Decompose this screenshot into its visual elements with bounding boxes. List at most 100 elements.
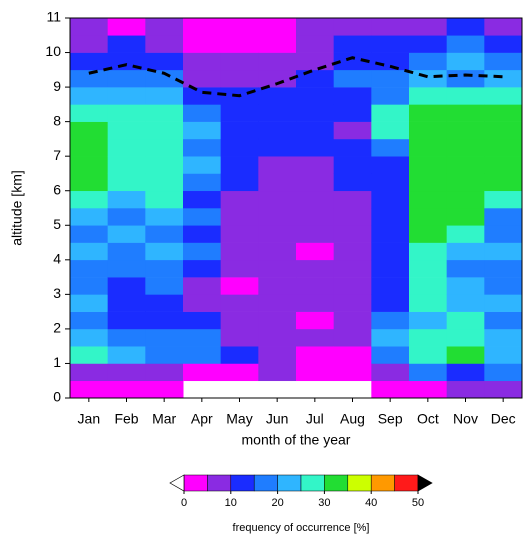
heatmap-cell (371, 294, 410, 312)
heatmap-cell (70, 328, 109, 347)
heatmap-cell (107, 18, 146, 36)
heatmap-cell (183, 138, 222, 157)
heatmap-cell (258, 225, 297, 243)
heatmap-cell (145, 363, 184, 382)
heatmap-cell (70, 225, 109, 243)
x-tick-label: Jun (266, 411, 289, 427)
heatmap-cell (183, 35, 222, 53)
heatmap-cell (183, 121, 222, 140)
heatmap-cell (371, 242, 410, 261)
heatmap-cell (333, 225, 372, 243)
heatmap-cell (70, 87, 109, 105)
heatmap-cell (107, 121, 146, 140)
heatmap-cell (446, 156, 485, 174)
tropopause-line (88, 56, 504, 98)
heatmap-cell (446, 225, 485, 243)
heatmap-cell (183, 173, 222, 192)
heatmap-cell (296, 69, 335, 88)
heatmap-cell (183, 69, 222, 88)
heatmap-cell (409, 277, 448, 295)
colorbar-segment (253, 474, 278, 492)
heatmap-cell (446, 380, 485, 399)
y-tick-label: 6 (53, 181, 61, 197)
heatmap-cell (258, 35, 297, 53)
heatmap-cell (70, 311, 109, 330)
heatmap-cell (107, 35, 146, 53)
heatmap-cell (220, 242, 259, 261)
y-tick-label: 2 (53, 320, 61, 336)
heatmap-cell (371, 259, 410, 278)
heatmap-cell (446, 121, 485, 140)
heatmap-cell (296, 104, 335, 122)
heatmap-cell (220, 346, 259, 364)
y-tick-label: 8 (53, 112, 61, 128)
heatmap-cell (70, 104, 109, 122)
heatmap-cell (70, 242, 109, 261)
heatmap-cell (220, 156, 259, 174)
heatmap-cell (446, 277, 485, 295)
heatmap-cell (220, 225, 259, 243)
y-tick-label: 0 (53, 389, 61, 405)
heatmap-cell (145, 380, 184, 399)
heatmap-cell (220, 138, 259, 157)
heatmap-cell (484, 346, 523, 364)
plot-frame (69, 17, 523, 399)
heatmap-cell (484, 87, 523, 105)
heatmap-cell (296, 346, 335, 364)
heatmap-cell (333, 69, 372, 88)
heatmap-cell (296, 35, 335, 53)
heatmap-cell (220, 190, 259, 209)
heatmap-cell (371, 225, 410, 243)
heatmap-cell (107, 173, 146, 192)
heatmap-cell (183, 346, 222, 364)
heatmap-cell (409, 259, 448, 278)
heatmap-cell (333, 156, 372, 174)
colorbar-segment (347, 474, 372, 492)
x-tick-label: Mar (152, 411, 176, 427)
heatmap-cell (296, 328, 335, 347)
heatmap-cell (258, 346, 297, 364)
heatmap-cell (333, 294, 372, 312)
heatmap-cell (484, 121, 523, 140)
heatmap-cell (446, 52, 485, 71)
heatmap-cell (107, 311, 146, 330)
heatmap-cell (258, 328, 297, 347)
heatmap-cell (183, 190, 222, 209)
y-tick-label: 3 (53, 285, 61, 301)
heatmap-cell (446, 173, 485, 192)
heatmap-cell (484, 242, 523, 261)
heatmap-cell (70, 346, 109, 364)
heatmap-cell (183, 225, 222, 243)
heatmap-cell (484, 328, 523, 347)
heatmap-cell (484, 277, 523, 295)
heatmap-cell (183, 87, 222, 105)
heatmap-cell (446, 104, 485, 122)
y-axis-label: altitude [km] (9, 170, 25, 245)
heatmap-cell (258, 52, 297, 71)
heatmap-cell (409, 138, 448, 157)
x-tick-label: Dec (491, 411, 516, 427)
heatmap-cell (333, 87, 372, 105)
heatmap-cell (220, 18, 259, 36)
heatmap-cell (145, 277, 184, 295)
heatmap-cell (296, 121, 335, 140)
heatmap-cell (183, 242, 222, 261)
heatmap-cell (371, 173, 410, 192)
heatmap-cell (333, 173, 372, 192)
heatmap-cell (183, 277, 222, 295)
heatmap-cell (145, 208, 184, 226)
heatmap-cell (220, 35, 259, 53)
heatmap-cell (333, 190, 372, 209)
heatmap-cell (446, 87, 485, 105)
heatmap-cell (409, 225, 448, 243)
heatmap-cell (145, 87, 184, 105)
heatmap-cell (183, 18, 222, 36)
heatmap-cell (484, 104, 523, 122)
heatmap-cell (296, 208, 335, 226)
heatmap-cell (70, 18, 109, 36)
heatmap-cell (409, 69, 448, 88)
heatmap-cell (409, 328, 448, 347)
heatmap-cell (446, 242, 485, 261)
heatmap-cell (371, 18, 410, 36)
heatmap-cell (371, 363, 410, 382)
